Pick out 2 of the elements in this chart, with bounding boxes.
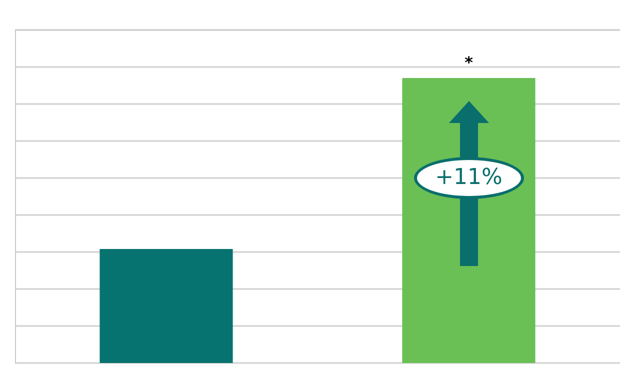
text: * <box>464 53 473 72</box>
annotation: +11% <box>414 156 524 199</box>
